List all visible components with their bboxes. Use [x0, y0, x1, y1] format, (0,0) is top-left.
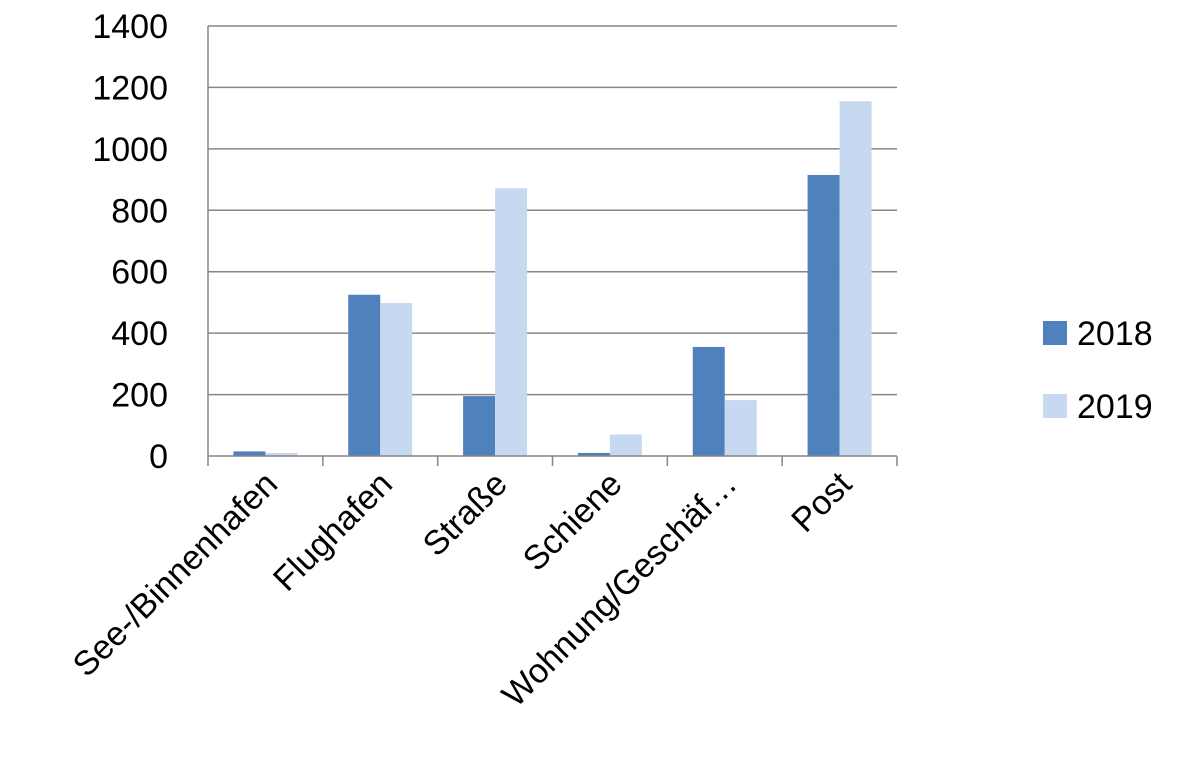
axes: [207, 26, 898, 466]
y-tick-label: 1400: [92, 8, 168, 46]
bar-2019-0: [265, 452, 298, 456]
x-tick-label: Post: [784, 464, 859, 539]
y-tick-label: 1200: [92, 69, 168, 107]
legend-label: 2019: [1077, 388, 1153, 426]
x-tick-label: Flughafen: [266, 465, 400, 599]
y-axis-ticks: 0 200 400 600 800 1000 1200 1400: [92, 8, 168, 476]
y-tick-label: 800: [111, 192, 168, 230]
x-tick-label: Schiene: [516, 465, 630, 579]
legend-swatch-2018: [1043, 321, 1067, 345]
y-tick-label: 1000: [92, 131, 168, 169]
y-tick-label: 200: [111, 377, 168, 415]
x-tick-label: See-/Binnenhafen: [66, 465, 285, 684]
y-tick-label: 600: [111, 254, 168, 292]
bar-2019-1: [380, 303, 413, 456]
bar-2019-2: [495, 188, 528, 456]
bar-2018-4: [692, 346, 725, 456]
bar-2018-0: [233, 451, 266, 456]
bar-2018-5: [807, 174, 840, 456]
bar-2019-3: [609, 434, 642, 456]
gridlines: [208, 25, 897, 396]
x-tick-label: Wohnung/Geschäf…: [495, 465, 745, 715]
bar-2019-4: [724, 400, 757, 456]
legend-swatch-2019: [1043, 394, 1067, 418]
y-tick-label: 0: [149, 438, 168, 476]
bar-2018-1: [348, 294, 381, 456]
legend: 2018 2019: [1043, 315, 1153, 426]
x-tick-label: Straße: [416, 465, 515, 564]
legend-label: 2018: [1077, 315, 1153, 353]
bar-2018-2: [463, 396, 496, 456]
bars: [233, 101, 872, 456]
bar-2018-3: [577, 452, 610, 456]
bar-2019-5: [839, 101, 872, 456]
y-tick-label: 400: [111, 315, 168, 353]
